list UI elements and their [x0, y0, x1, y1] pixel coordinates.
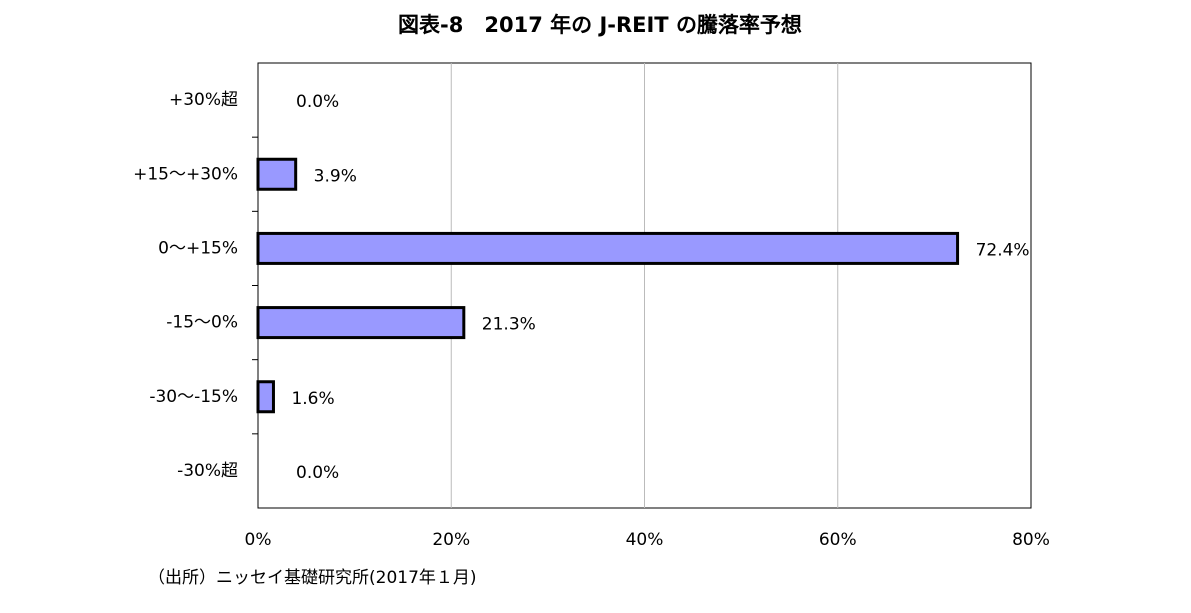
value-label: 21.3%: [482, 315, 536, 335]
source-note: （出所）ニッセイ基礎研究所(2017年１月): [148, 568, 477, 588]
x-tick-label: 0%: [245, 530, 272, 550]
y-tick-label: +30%超: [169, 90, 238, 110]
y-tick-label: -30〜-15%: [149, 387, 238, 407]
y-tick-label: -30%超: [177, 461, 238, 481]
value-label: 72.4%: [976, 240, 1030, 260]
bar: [256, 380, 275, 414]
bar: [256, 157, 298, 191]
value-label: 3.9%: [314, 166, 357, 186]
x-tick-label: 40%: [626, 530, 664, 550]
value-label: 0.0%: [296, 463, 339, 483]
value-label: 0.0%: [296, 92, 339, 112]
y-tick-label: +15〜+30%: [133, 164, 238, 184]
y-tick-label: -15〜0%: [166, 313, 238, 333]
value-label: 1.6%: [291, 389, 334, 409]
bar: [256, 231, 960, 265]
x-tick-label: 20%: [432, 530, 470, 550]
x-tick-label: 80%: [1012, 530, 1050, 550]
y-tick-label: 0〜+15%: [158, 238, 238, 258]
bar: [256, 306, 466, 340]
chart-title: 図表-8 2017 年の J-REIT の騰落率予想: [398, 13, 802, 37]
x-tick-label: 60%: [819, 530, 857, 550]
